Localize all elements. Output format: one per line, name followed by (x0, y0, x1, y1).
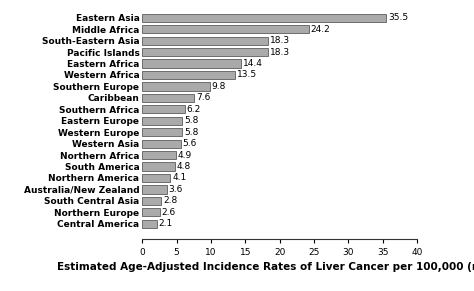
Bar (142, 82, 210, 91)
Text: 14.4: 14.4 (243, 59, 263, 68)
Text: 7.6: 7.6 (196, 93, 210, 102)
Bar (142, 25, 309, 33)
Text: 13.5: 13.5 (237, 70, 257, 79)
Bar (142, 197, 162, 205)
Bar (142, 140, 181, 148)
Text: 4.9: 4.9 (178, 151, 192, 159)
Text: 2.6: 2.6 (162, 208, 176, 217)
Bar (142, 185, 167, 194)
Text: 18.3: 18.3 (270, 48, 290, 56)
Text: 18.3: 18.3 (270, 36, 290, 45)
Bar (142, 162, 175, 171)
X-axis label: Estimated Age-Adjusted Incidence Rates of Liver Cancer per 100,000 (men): Estimated Age-Adjusted Incidence Rates o… (57, 262, 474, 272)
Text: 4.8: 4.8 (177, 162, 191, 171)
Bar (142, 220, 156, 228)
Bar (142, 151, 176, 159)
Bar (142, 36, 268, 45)
Text: 5.8: 5.8 (184, 116, 198, 125)
Text: 24.2: 24.2 (310, 25, 330, 34)
Bar (142, 59, 241, 68)
Text: 35.5: 35.5 (388, 13, 408, 22)
Text: 3.6: 3.6 (169, 185, 183, 194)
Text: 5.8: 5.8 (184, 128, 198, 137)
Text: 4.1: 4.1 (172, 173, 186, 182)
Bar (142, 128, 182, 136)
Bar (142, 14, 386, 22)
Text: 9.8: 9.8 (211, 82, 226, 91)
Bar (142, 105, 185, 113)
Bar (142, 71, 235, 79)
Text: 2.8: 2.8 (163, 196, 177, 205)
Text: 2.1: 2.1 (158, 219, 173, 228)
Bar (142, 94, 194, 102)
Bar (142, 48, 268, 56)
Text: 6.2: 6.2 (187, 105, 201, 114)
Bar (142, 174, 170, 182)
Text: 5.6: 5.6 (182, 139, 197, 148)
Bar (142, 117, 182, 125)
Bar (142, 208, 160, 217)
